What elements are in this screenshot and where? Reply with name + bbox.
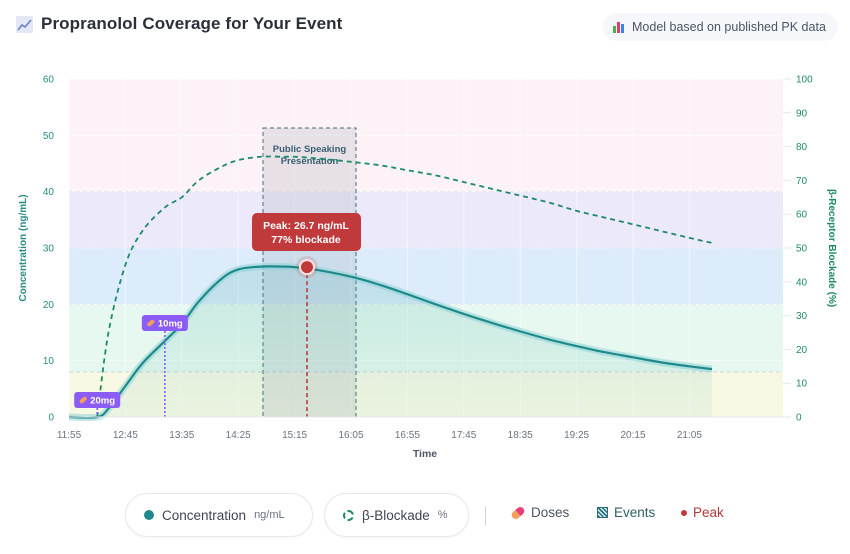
x-tick-label: 19:25 <box>564 430 589 441</box>
model-badge: Model based on published PK data <box>603 13 838 41</box>
event-label: Presentation <box>281 156 339 167</box>
legend-concentration-unit: ng/mL <box>254 509 285 521</box>
event-label: Public Speaking <box>273 144 347 155</box>
band <box>69 248 783 305</box>
x-tick-label: 17:45 <box>451 430 476 441</box>
header: Propranolol Coverage for Your Event Mode… <box>0 0 850 50</box>
concentration-fill <box>69 266 712 418</box>
bar-chart-icon <box>613 21 624 33</box>
y-axis-title: Concentration (ng/mL) <box>18 194 29 301</box>
legend-events: Events <box>597 505 655 520</box>
dose-marker: 10mg <box>141 315 188 331</box>
peak-marker: Peak: 26.7 ng/mL 77% blockade <box>252 213 361 417</box>
y2-tick-label: 60 <box>796 210 808 221</box>
page-title: Propranolol Coverage for Your Event <box>41 14 343 33</box>
dose-label: 20mg <box>90 396 115 407</box>
dose-label: 10mg <box>158 319 183 330</box>
legend-blockade-unit: % <box>437 509 448 521</box>
y-tick-label: 50 <box>43 131 55 142</box>
legend-blockade-label: β-Blockade <box>362 507 430 523</box>
y2-tick-label: 10 <box>796 379 808 390</box>
y-tick-label: 20 <box>43 300 55 311</box>
peak-dot <box>299 259 315 276</box>
y2-tick-label: 90 <box>796 108 808 119</box>
y2-tick-label: 50 <box>796 244 808 255</box>
series-lines <box>68 155 713 422</box>
x-tick-label: 12:45 <box>113 430 138 441</box>
y-tick-label: 10 <box>43 356 55 367</box>
title-wrap: Propranolol Coverage for Your Event <box>16 14 342 34</box>
axes: 11:55 12:45 13:35 14:25 15:15 16:05 16:55 17:45… <box>18 75 837 461</box>
blockade-line <box>96 155 713 418</box>
legend-concentration-label: Concentration <box>162 507 247 523</box>
legend-doses: Doses <box>510 504 570 521</box>
x-axis-title: Time <box>413 448 437 460</box>
peak-tooltip <box>252 213 361 251</box>
y-tick-label: 40 <box>43 187 55 198</box>
legend-divider <box>485 507 486 525</box>
peak-dot-icon <box>681 509 687 516</box>
x-tick-label: 21:05 <box>677 430 702 441</box>
y2-tick-label: 70 <box>796 176 808 187</box>
concentration-line <box>68 265 713 419</box>
peak-tooltip-line2: 77% blockade <box>271 234 341 246</box>
legend-concentration-toggle[interactable]: Concentration ng/mL <box>125 493 313 537</box>
model-badge-text: Model based on published PK data <box>632 20 826 34</box>
y2-tick-label: 0 <box>796 413 802 424</box>
legend-blockade-toggle[interactable]: β-Blockade % <box>324 493 469 537</box>
dose-marker: 20mg <box>74 392 121 408</box>
y2-tick-label: 20 <box>796 345 808 356</box>
pill-icon <box>79 396 87 404</box>
y2-tick-label: 80 <box>796 142 808 153</box>
legend-events-label: Events <box>614 505 656 520</box>
y2-axis-title: β-Receptor Blockade (%) <box>826 189 837 307</box>
legend-peak: Peak <box>681 505 724 520</box>
dose-markers: 20mg 10mg <box>74 315 188 417</box>
x-tick-label: 16:55 <box>395 430 420 441</box>
y-tick-label: 30 <box>43 244 55 255</box>
y2-tick-label: 30 <box>796 311 808 322</box>
x-tick-label: 18:35 <box>508 430 533 441</box>
x-tick-label: 11:55 <box>57 430 82 441</box>
concentration-dot-icon <box>144 510 154 520</box>
x-tick-label: 14:25 <box>226 430 251 441</box>
x-tick-label: 16:05 <box>338 430 363 441</box>
y2-tick-label: 100 <box>796 75 813 86</box>
peak-tooltip-line1: Peak: 26.7 ng/mL <box>263 220 349 232</box>
dose-badge <box>74 392 121 408</box>
dashed-ring-icon <box>343 509 354 521</box>
chart-increasing-icon <box>16 15 33 33</box>
hatched-square-icon <box>597 507 608 518</box>
band <box>69 191 783 248</box>
pill-icon <box>147 319 155 327</box>
chart: Public Speaking Presentation 20mg 10mg Pea… <box>0 60 850 470</box>
dose-badge <box>141 315 188 331</box>
y-tick-label: 60 <box>43 75 55 86</box>
x-tick-label: 15:15 <box>282 430 307 441</box>
y2-tick-label: 40 <box>796 277 808 288</box>
concentration-area <box>69 266 712 418</box>
x-tick-label: 20:15 <box>620 430 645 441</box>
y-tick-label: 0 <box>48 413 54 424</box>
chart-legend: Concentration ng/mL β-Blockade % Doses E… <box>0 493 850 539</box>
legend-peak-label: Peak <box>693 505 724 520</box>
x-tick-label: 13:35 <box>169 430 194 441</box>
legend-doses-label: Doses <box>531 505 570 520</box>
pill-icon <box>510 504 526 521</box>
